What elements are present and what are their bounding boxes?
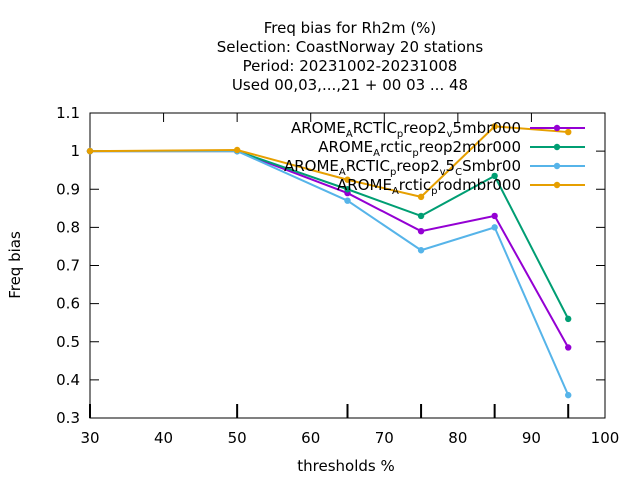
legend-entry: AROMEArcticprodmbr000 bbox=[337, 176, 585, 197]
data-point bbox=[491, 224, 498, 231]
data-point bbox=[491, 123, 498, 130]
data-point bbox=[491, 212, 498, 220]
data-point bbox=[417, 227, 425, 235]
legend-entry: AROMEArcticpreop2mbr000 bbox=[318, 138, 585, 159]
data-point bbox=[491, 172, 498, 180]
x-tick-label: 60 bbox=[301, 429, 320, 447]
x-tick-label: 80 bbox=[448, 429, 467, 447]
legend-label: AROMEArcticprodmbr000 bbox=[337, 176, 521, 197]
legend-entry: AROMEARCTICpreop2v5CSmbr00 bbox=[284, 157, 585, 178]
y-tick-label: 1.1 bbox=[56, 104, 80, 122]
data-point bbox=[417, 212, 425, 220]
legend-label: AROMEARCTICpreop2v5CSmbr00 bbox=[284, 157, 521, 178]
data-point bbox=[417, 193, 425, 201]
y-tick-label: 0.6 bbox=[56, 295, 80, 313]
title-line: Period: 20231002-20231008 bbox=[243, 57, 458, 75]
legend: AROMEARCTICpreop2v5mbr000AROMEArcticpreo… bbox=[284, 119, 585, 197]
data-point bbox=[86, 147, 94, 155]
y-tick-label: 0.9 bbox=[56, 180, 80, 198]
legend-marker bbox=[553, 143, 561, 151]
data-point bbox=[565, 128, 572, 136]
data-point bbox=[417, 247, 425, 254]
y-tick-label: 0.5 bbox=[56, 333, 80, 351]
x-axis-label: thresholds % bbox=[297, 457, 394, 475]
y-tick-label: 0.7 bbox=[56, 257, 80, 275]
x-tick-label: 70 bbox=[375, 429, 394, 447]
legend-entry: AROMEARCTICpreop2v5mbr000 bbox=[291, 119, 585, 140]
x-tick-label: 30 bbox=[80, 429, 99, 447]
data-point bbox=[565, 391, 572, 399]
data-point bbox=[565, 315, 572, 323]
y-axis-label: Freq bias bbox=[6, 231, 24, 299]
axis-ticks: 0.3 0.4 0.5 0.6 0.7 0.8 0.9 1 1.1 30 40 50 60 70 80 90 1… bbox=[56, 104, 619, 447]
series-layer bbox=[86, 123, 572, 399]
data-point bbox=[344, 176, 351, 183]
legend-marker bbox=[553, 162, 561, 170]
y-tick-label: 1 bbox=[70, 142, 80, 160]
y-tick-label: 0.4 bbox=[56, 371, 80, 389]
x-tick-label: 90 bbox=[522, 429, 541, 447]
title-line: Freq bias for Rh2m (%) bbox=[264, 19, 437, 37]
data-point bbox=[344, 197, 351, 204]
data-point bbox=[344, 186, 351, 193]
legend-label: AROMEARCTICpreop2v5mbr000 bbox=[291, 119, 521, 140]
x-tick-label: 100 bbox=[591, 429, 620, 447]
title-line: Selection: CoastNorway 20 stations bbox=[217, 38, 484, 56]
legend-marker bbox=[553, 181, 561, 189]
series-line bbox=[89, 125, 569, 198]
series-4 bbox=[86, 123, 572, 201]
legend-marker bbox=[553, 124, 561, 132]
y-tick-label: 0.8 bbox=[56, 218, 80, 236]
legend-label: AROMEArcticpreop2mbr000 bbox=[318, 138, 521, 159]
title-line: Used 00,03,...,21 + 00 03 ... 48 bbox=[232, 76, 468, 94]
y-tick-label: 0.3 bbox=[56, 409, 80, 427]
x-tick-label: 40 bbox=[154, 429, 173, 447]
x-tick-label: 50 bbox=[228, 429, 247, 447]
chart-title: Freq bias for Rh2m (%)Selection: CoastNo… bbox=[217, 19, 484, 94]
data-point bbox=[565, 344, 572, 351]
data-point bbox=[233, 146, 241, 154]
